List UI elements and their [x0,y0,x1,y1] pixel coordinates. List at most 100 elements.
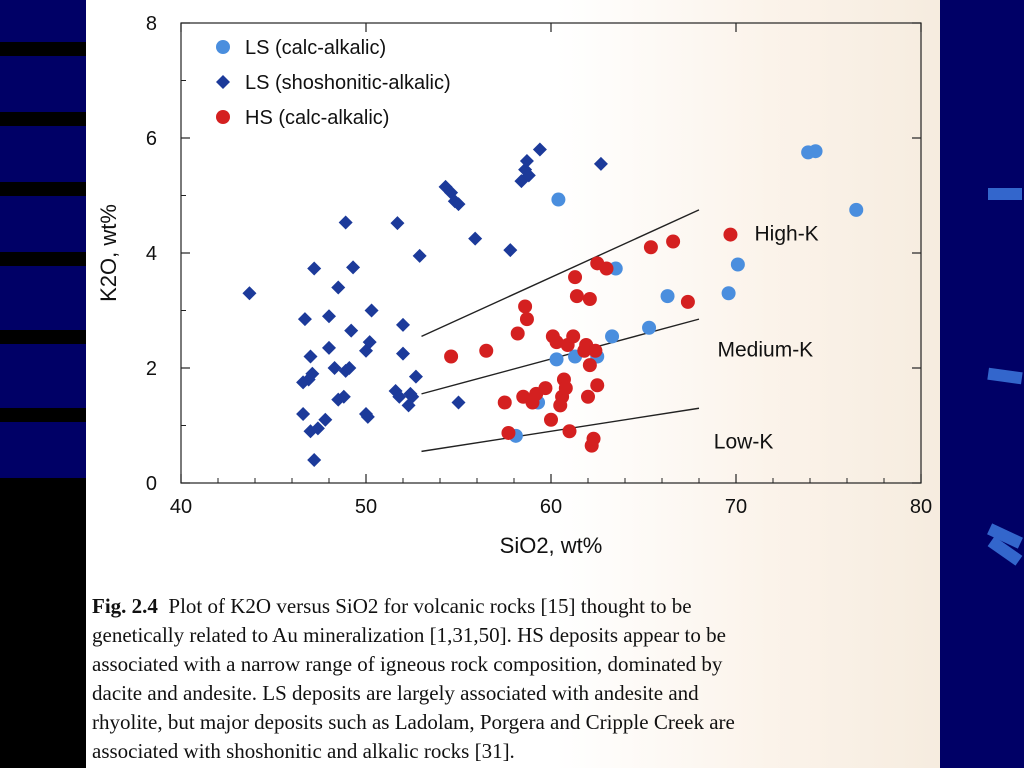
right-dash-decoration [940,0,1024,768]
left-stripe-decoration [0,0,86,768]
series-3-point-26 [581,389,595,404]
series-3-point-14 [549,335,564,350]
legend-marker-2 [216,75,230,89]
right-dash-1 [988,188,1022,200]
series-1-point-4 [642,320,657,335]
left-stripe-4 [0,252,86,266]
series-2-point-50 [532,142,547,157]
caption-line-5: rhyolite, but major deposits such as Lad… [92,710,735,734]
series-2-point-23 [338,215,353,230]
k2o-sio2-scatter-chart: 40 50 60 70 80 0 2 4 6 8 SiO2, wt% K2O, wt% High-K Me… [96,13,932,558]
region-label-2: Medium-K [718,339,814,362]
series-2-point-25 [362,335,377,350]
right-dash-2 [987,367,1023,385]
series-2-point-28 [360,409,375,424]
series-2-point-5 [305,366,320,381]
series-1-point-3 [660,289,675,304]
series-3-point-4 [501,425,516,440]
series-2-point-29 [390,216,405,231]
series-2-point-46 [514,174,529,189]
caption-text-1: Plot of K2O versus SiO2 for volcanic roc… [168,594,692,618]
series-3-point-35 [643,240,658,255]
boundary-line-3 [421,407,700,453]
series-2-point-49 [519,154,534,168]
series-1-point-1 [551,192,566,207]
y-tick-label-2: 2 [146,358,157,380]
series-1-point-15 [849,202,864,217]
series-2-point-21 [344,323,359,338]
series-3-point-20 [562,424,577,439]
y-tick-label-5: 8 [146,13,157,35]
left-stripe-8 [0,490,86,768]
legend-label-3: HS (calc-alkalic) [245,107,389,129]
series-3-point-2 [479,343,494,358]
series-1-point-11 [721,286,736,301]
series-2-point-9 [310,421,325,436]
series-2-point-48 [521,168,536,183]
series-3-point-30 [586,431,601,446]
y-axis-title: K2O, wt% [96,204,121,302]
series-3-point-36 [666,234,681,249]
x-tick-label-5: 80 [910,496,932,518]
series-2-point-36 [408,369,423,384]
series-3-point-28 [582,292,597,306]
series-2-point-37 [403,386,418,401]
series-2-point-26 [364,303,379,318]
caption-line-6: associated with shoshonitic and alkalic … [92,739,515,763]
x-tick-label-1: 40 [170,496,192,518]
left-stripe-6 [0,408,86,422]
series-3-point-12 [544,412,558,427]
series-1-point-12 [730,257,745,272]
caption-line-3: associated with a narrow range of igneou… [92,652,723,676]
series-2-point-33 [396,317,410,332]
series-2-point-31 [392,389,407,404]
series-2-point-51 [593,156,608,171]
series-2-point-22 [346,260,361,275]
series-2-point-12 [307,261,322,276]
series-2-point-20 [342,361,357,375]
y-tick-label-1: 0 [146,473,157,495]
series-2-point-14 [322,340,336,355]
caption-figure-label: Fig. 2.4 [92,594,158,618]
x-tick-label-4: 70 [725,496,747,518]
series-3-point-11 [538,381,553,396]
caption-line-1: Fig. 2.4 Plot of K2O versus SiO2 for vol… [92,592,936,621]
series-2-point-11 [307,453,322,467]
x-tick-label-3: 60 [540,496,562,518]
series-2-point-44 [468,231,483,246]
series-2-point-15 [327,361,342,375]
series-3-point-7 [518,299,533,314]
x-axis-title: SiO2, wt% [500,533,603,558]
series-2-point-43 [451,395,466,410]
series-3-point-22 [568,270,583,285]
scanned-figure-page: 40 50 60 70 80 0 2 4 6 8 SiO2, wt% K2O, wt% High-K Me… [86,0,940,768]
series-2-point-38 [412,248,427,263]
series-1-point-14 [808,144,823,159]
series-2-point-17 [331,280,346,295]
series-3-point-1 [444,349,459,364]
caption-line-4: dacite and andesite. LS deposits are lar… [92,681,699,705]
series-2-point-42 [451,197,466,212]
series-2-point-45 [503,243,518,258]
series-2-point-6 [296,375,311,390]
x-tick-label-2: 50 [355,496,377,518]
legend-marker-1 [216,40,230,54]
series-3-point-16 [553,398,568,413]
series-3-point-31 [588,343,603,358]
series-2-point-10 [318,412,333,427]
series-3-point-34 [599,261,614,276]
series-3-point-21 [566,329,581,344]
caption-line-2: genetically related to Au mineralization… [92,623,726,647]
series-1-point-5 [605,329,620,344]
series-2-point-3 [303,349,318,364]
left-stripe-3 [0,182,86,196]
series-2-point-19 [336,389,351,404]
legend-label-2: LS (shoshonitic-alkalic) [245,72,451,94]
figure-caption: Fig. 2.4 Plot of K2O versus SiO2 for vol… [92,592,936,766]
boundary-line-1 [421,209,700,338]
series-2-point-7 [296,407,311,421]
region-label-3: Low-K [714,431,774,454]
legend-label-1: LS (calc-alkalic) [245,37,386,59]
left-stripe-1 [0,42,86,56]
